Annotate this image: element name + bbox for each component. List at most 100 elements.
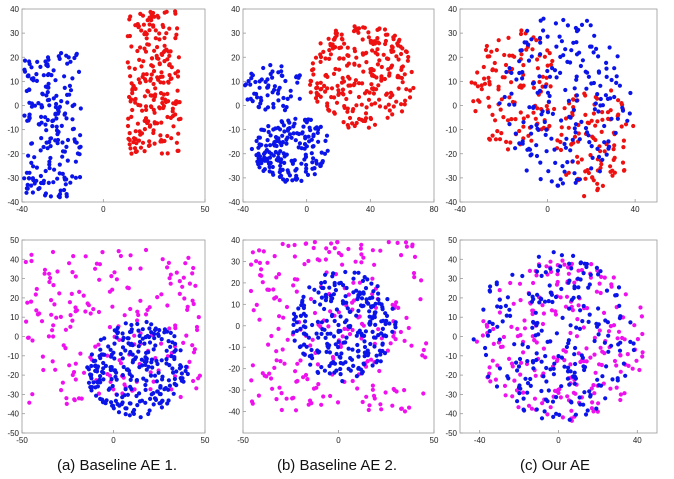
- scatter-point: [339, 36, 344, 42]
- x-tick-label: 0: [545, 205, 550, 214]
- scatter-point: [340, 87, 346, 92]
- scatter-point: [382, 27, 388, 32]
- scatter-point: [540, 401, 545, 406]
- scatter-point: [311, 245, 316, 251]
- scatter-point: [494, 47, 499, 53]
- scatter-point: [580, 319, 585, 324]
- scatter-point: [168, 344, 173, 349]
- scatter-point: [260, 371, 265, 376]
- scatter-point: [637, 367, 642, 373]
- scatter-point: [140, 140, 146, 145]
- scatter-point: [60, 149, 66, 154]
- scatter-point: [47, 97, 52, 102]
- scatter-point: [78, 144, 83, 149]
- scatter-point: [153, 326, 158, 331]
- scatter-point: [265, 105, 271, 110]
- scatter-point: [267, 371, 272, 376]
- scatter-point: [509, 91, 514, 96]
- scatter-point: [129, 81, 134, 86]
- scatter-point: [37, 186, 42, 191]
- scatter-point: [132, 357, 137, 362]
- scatter-point: [264, 143, 269, 148]
- scatter-point: [515, 368, 520, 373]
- scatter-point: [29, 65, 34, 70]
- scatter-point: [606, 349, 611, 354]
- scatter-point: [583, 126, 589, 131]
- scatter-point: [481, 64, 486, 70]
- scatter-point: [579, 22, 585, 27]
- scatter-point: [562, 169, 567, 174]
- scatter-point: [109, 274, 114, 279]
- scatter-point: [539, 416, 545, 421]
- y-tick-label: 0: [15, 333, 20, 342]
- scatter-point: [154, 53, 159, 58]
- scatter-point: [336, 345, 341, 350]
- scatter-point: [132, 387, 137, 392]
- scatter-point: [162, 35, 167, 41]
- scatter-point: [385, 115, 390, 120]
- scatter-point: [574, 40, 579, 45]
- scatter-point: [340, 334, 345, 339]
- scatter-point: [279, 391, 284, 396]
- scatter-point: [565, 376, 571, 381]
- blue-points: [497, 16, 633, 188]
- scatter-point: [378, 402, 383, 407]
- scatter-point: [54, 116, 59, 121]
- scatter-point: [136, 344, 141, 349]
- scatter-point: [568, 115, 573, 120]
- blue-points: [471, 250, 637, 422]
- scatter-point: [150, 365, 155, 370]
- scatter-point: [296, 145, 301, 150]
- scatter-point: [592, 391, 597, 396]
- scatter-point: [137, 399, 142, 404]
- scatter-point: [60, 154, 65, 159]
- scatter-point: [341, 120, 346, 125]
- scatter-point: [519, 28, 524, 33]
- scatter-point: [327, 56, 332, 62]
- scatter-point: [545, 34, 550, 39]
- scatter-point: [508, 313, 513, 318]
- magenta-points: [474, 258, 645, 423]
- scatter-point: [574, 334, 580, 339]
- scatter-point: [48, 136, 53, 141]
- x-tick-label: 40: [631, 205, 640, 214]
- scatter-point: [146, 411, 151, 417]
- scatter-point: [29, 141, 35, 146]
- scatter-point: [516, 405, 521, 410]
- scatter-point: [549, 136, 554, 141]
- scatter-point: [52, 167, 57, 172]
- scatter-point: [281, 123, 286, 128]
- scatter-point: [136, 77, 141, 82]
- scatter-point: [315, 99, 320, 104]
- scatter-point: [118, 351, 123, 357]
- scatter-point: [518, 298, 523, 303]
- scatter-point: [140, 327, 145, 332]
- scatter-point: [47, 166, 52, 171]
- scatter-point: [353, 259, 358, 264]
- scatter-point: [490, 321, 495, 326]
- scatter-point: [558, 70, 563, 75]
- scatter-point: [302, 342, 307, 347]
- scatter-point: [602, 351, 607, 356]
- scatter-point: [304, 162, 309, 168]
- scatter-point: [67, 83, 72, 88]
- scatter-point: [94, 369, 100, 374]
- scatter-point: [596, 109, 601, 114]
- scatter-point: [407, 95, 413, 100]
- scatter-point: [559, 39, 565, 44]
- y-tick-label: -40: [445, 198, 457, 207]
- scatter-point: [576, 131, 581, 136]
- scatter-point: [521, 116, 526, 121]
- scatter-point: [600, 374, 605, 379]
- scatter-point: [620, 108, 626, 113]
- scatter-point: [536, 254, 542, 259]
- scatter-point: [551, 414, 556, 419]
- scatter-point: [323, 89, 328, 94]
- scatter-point: [162, 138, 167, 144]
- scatter-point: [366, 125, 371, 130]
- scatter-point: [612, 94, 617, 100]
- scatter-point: [590, 400, 595, 405]
- scatter-point: [45, 146, 50, 151]
- scatter-point: [359, 371, 364, 376]
